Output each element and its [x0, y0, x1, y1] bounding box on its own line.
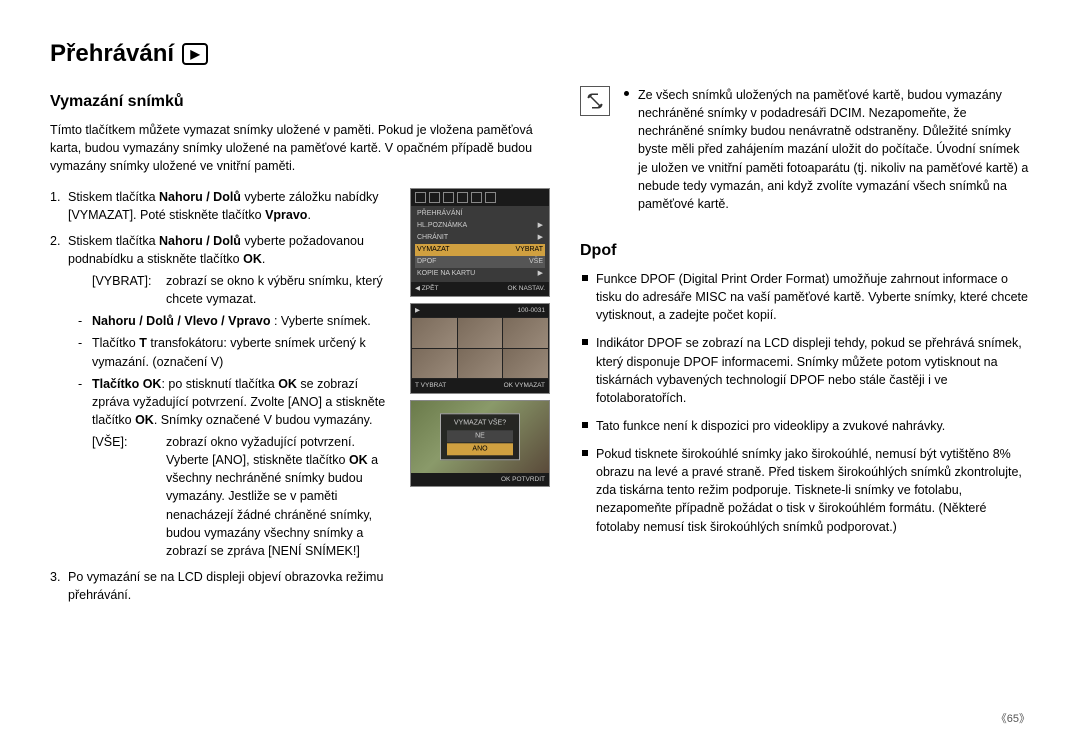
screenshot-dialog: VYMAZAT VŠE? NE ANO OK POTVRDIT: [410, 400, 550, 487]
title-text: Přehrávání: [50, 40, 174, 68]
step-3: Po vymazání se na LCD displeji objeví ob…: [68, 568, 398, 604]
dpof-b1: Funkce DPOF (Digital Print Order Format)…: [596, 270, 1030, 324]
t-sub: Tlačítko T transfokátoru: vyberte snímek…: [68, 334, 398, 370]
dpof-b4: Pokud tisknete širokoúhlé snímky jako ši…: [596, 445, 1030, 536]
nav-sub: Nahoru / Dolů / Vlevo / Vpravo : Vyberte…: [68, 312, 398, 330]
vybrat-def: [VYBRAT]: zobrazí se okno k výběru snímk…: [68, 272, 398, 308]
left-column: Vymazání snímků Tímto tlačítkem můžete v…: [50, 86, 550, 618]
note-box: Ze všech snímků uložených na paměťové ka…: [580, 86, 1030, 223]
right-column: Ze všech snímků uložených na paměťové ka…: [580, 86, 1030, 618]
page-number: 《65》: [996, 710, 1030, 726]
dpof-heading: Dpof: [580, 239, 1030, 262]
screenshot-stack: PŘEHRÁVÁNÍ HL.POZNÁMKA▶ CHRÁNIT▶ VYMAZAT…: [410, 188, 550, 613]
ss-menu-title: PŘEHRÁVÁNÍ: [415, 208, 545, 220]
dpof-b2: Indikátor DPOF se zobrazí na LCD displej…: [596, 334, 1030, 407]
ss-menu-highlighted: VYMAZATVYBRAT: [415, 244, 545, 256]
delete-heading: Vymazání snímků: [50, 90, 550, 113]
screenshot-grid: ▶100-0031 T VYBRATOK VYMAZAT: [410, 303, 550, 394]
ss-confirm-dialog: VYMAZAT VŠE? NE ANO: [440, 413, 520, 460]
delete-intro: Tímto tlačítkem můžete vymazat snímky ul…: [50, 121, 550, 175]
screenshot-menu: PŘEHRÁVÁNÍ HL.POZNÁMKA▶ CHRÁNIT▶ VYMAZAT…: [410, 188, 550, 297]
page-title: Přehrávání ▶: [50, 40, 1030, 68]
dpof-b3: Tato funkce není k dispozici pro videokl…: [596, 417, 1030, 435]
note-bullet: Ze všech snímků uložených na paměťové ka…: [638, 86, 1030, 213]
step-1: Stiskem tlačítka Nahoru / Dolů vyberte z…: [68, 188, 398, 224]
vse-def: [VŠE]: zobrazí okno vyžadující potvrzení…: [68, 433, 398, 560]
note-icon: [580, 86, 610, 116]
step-2: Stiskem tlačítka Nahoru / Dolů vyberte p…: [68, 232, 398, 560]
ok-sub: Tlačítko OK: po stisknutí tlačítka OK se…: [68, 375, 398, 429]
play-mode-icon: ▶: [182, 43, 208, 65]
